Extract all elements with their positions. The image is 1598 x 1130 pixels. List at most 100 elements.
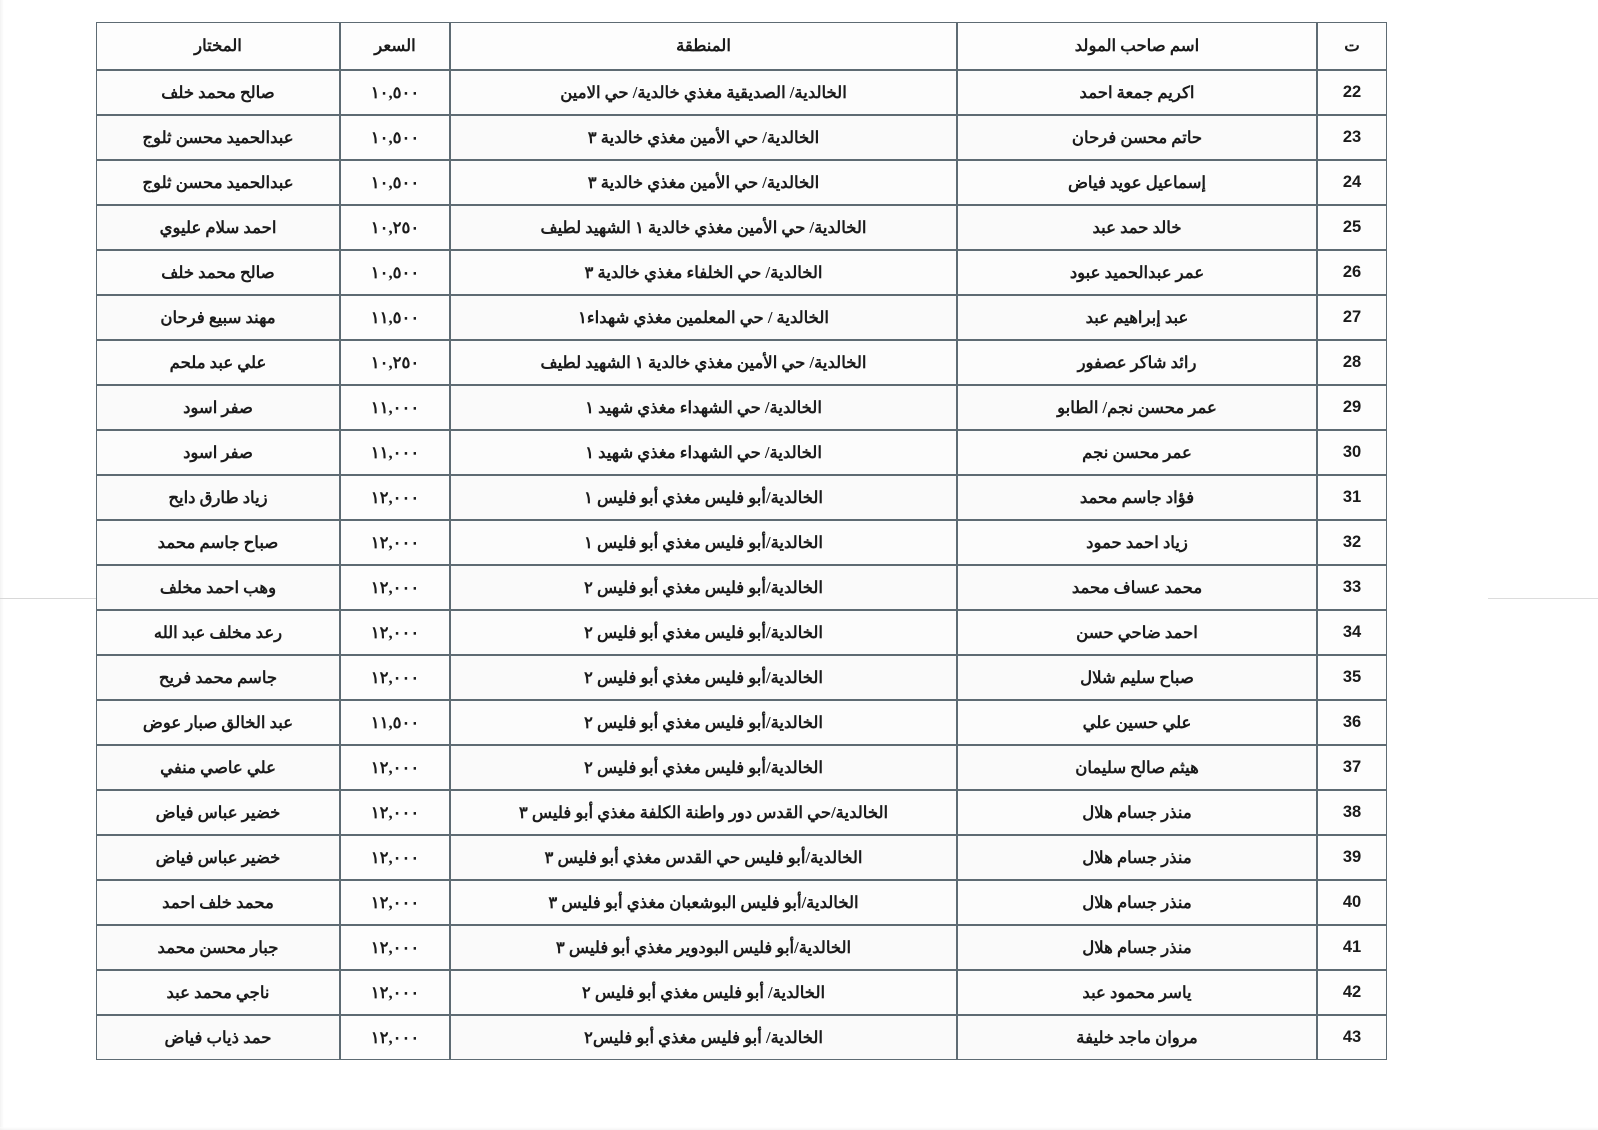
cell-owner-name: زياد احمد حمود	[957, 520, 1317, 565]
cell-region: الخالدية/أبو فليس مغذي أبو فليس ٢	[450, 655, 957, 700]
cell-owner-name: علي حسين علي	[957, 700, 1317, 745]
cell-price: ١٢,٠٠٠	[340, 835, 450, 880]
table-header-row: ت اسم صاحب المولد المنطقة السعر المختار	[96, 22, 1387, 70]
cell-owner-name: عمر محسن نجم/ الطابو	[957, 385, 1317, 430]
scan-edge-bottom	[0, 1127, 1598, 1130]
cell-price: ١٠,٥٠٠	[340, 250, 450, 295]
cell-mukhtar: علي عبد ملحم	[96, 340, 340, 385]
cell-mukhtar: صالح محمد خلف	[96, 250, 340, 295]
cell-region: الخالدية/أبو فليس مغذي أبو فليس ١	[450, 520, 957, 565]
cell-mukhtar: رعد مخلف عبد الله	[96, 610, 340, 655]
cell-mukhtar: عبدالحميد محسن ثلوج	[96, 160, 340, 205]
cell-region: الخالدية / حي المعلمين مغذي شهداء١	[450, 295, 957, 340]
cell-owner-name: رائد شاكر عصفور	[957, 340, 1317, 385]
cell-mukhtar: وهب احمد مخلف	[96, 565, 340, 610]
cell-region: الخالدية/أبو فليس مغذي أبو فليس ٢	[450, 700, 957, 745]
cell-price: ١٢,٠٠٠	[340, 655, 450, 700]
table-row: 30 عمر محسن نجم الخالدية/ حي الشهداء مغذي …	[96, 430, 1387, 475]
cell-owner-name: هيثم صالح سليمان	[957, 745, 1317, 790]
document-sheet: ت اسم صاحب المولد المنطقة السعر المختار …	[96, 22, 1387, 1060]
cell-mukhtar: محمد خلف احمد	[96, 880, 340, 925]
cell-region: الخالدية/ حي الأمين مغذي خالدية ١ الشهيد…	[450, 205, 957, 250]
table-header: ت اسم صاحب المولد المنطقة السعر المختار	[96, 22, 1387, 70]
cell-region: الخالدية/ أبو فليس مغذي أبو فليس ٢	[450, 970, 957, 1015]
cell-owner-name: عبد إبراهيم عبد	[957, 295, 1317, 340]
cell-mukhtar: جبار محسن محمد	[96, 925, 340, 970]
column-header-owner: اسم صاحب المولد	[957, 22, 1317, 70]
cell-index: 33	[1317, 565, 1387, 610]
cell-index: 43	[1317, 1015, 1387, 1060]
cell-mukhtar: خضير عباس فياض	[96, 790, 340, 835]
cell-index: 24	[1317, 160, 1387, 205]
cell-region: الخالدية/أبو فليس مغذي أبو فليس ٢	[450, 565, 957, 610]
cell-owner-name: مروان ماجد خليفة	[957, 1015, 1317, 1060]
cell-price: ١٢,٠٠٠	[340, 520, 450, 565]
cell-index: 36	[1317, 700, 1387, 745]
cell-price: ١٢,٠٠٠	[340, 880, 450, 925]
cell-index: 42	[1317, 970, 1387, 1015]
cell-owner-name: منذر جسام هلال	[957, 790, 1317, 835]
cell-price: ١٠,٥٠٠	[340, 115, 450, 160]
cell-owner-name: منذر جسام هلال	[957, 835, 1317, 880]
cell-price: ١١,٠٠٠	[340, 385, 450, 430]
cell-price: ١٠,٥٠٠	[340, 70, 450, 115]
scan-margin-tick-left	[0, 598, 96, 599]
cell-mukhtar: صالح محمد خلف	[96, 70, 340, 115]
cell-region: الخالدية/أبو فليس حي القدس مغذي أبو فليس…	[450, 835, 957, 880]
cell-index: 31	[1317, 475, 1387, 520]
table-row: 35 صباح سليم شلال الخالدية/أبو فليس مغذي أ…	[96, 655, 1387, 700]
table-row: 40 منذر جسام هلال الخالدية/أبو فليس البوشع…	[96, 880, 1387, 925]
table-row: 29 عمر محسن نجم/ الطابو الخالدية/ حي الشهد…	[96, 385, 1387, 430]
cell-index: 27	[1317, 295, 1387, 340]
table-row: 24 إسماعيل عويد فياض الخالدية/ حي الأمين م…	[96, 160, 1387, 205]
cell-mukhtar: علي عاصي منفي	[96, 745, 340, 790]
cell-region: الخالدية/ الصديقية مغذي خالدية/ حي الامي…	[450, 70, 957, 115]
cell-price: ١٢,٠٠٠	[340, 565, 450, 610]
cell-owner-name: احمد ضاحي حسن	[957, 610, 1317, 655]
table-row: 36 علي حسين علي الخالدية/أبو فليس مغذي أبو…	[96, 700, 1387, 745]
cell-index: 41	[1317, 925, 1387, 970]
cell-price: ١٠,٢٥٠	[340, 205, 450, 250]
cell-region: الخالدية/ حي الخلفاء مغذي خالدية ٣	[450, 250, 957, 295]
table-row: 42 ياسر محمود عبد الخالدية/ أبو فليس مغذي …	[96, 970, 1387, 1015]
cell-region: الخالدية/ حي الشهداء مغذي شهيد ١	[450, 385, 957, 430]
cell-mukhtar: صفر اسود	[96, 385, 340, 430]
cell-index: 39	[1317, 835, 1387, 880]
cell-mukhtar: صفر اسود	[96, 430, 340, 475]
cell-index: 26	[1317, 250, 1387, 295]
cell-owner-name: إسماعيل عويد فياض	[957, 160, 1317, 205]
cell-index: 37	[1317, 745, 1387, 790]
cell-index: 32	[1317, 520, 1387, 565]
cell-index: 38	[1317, 790, 1387, 835]
cell-mukhtar: ناجي محمد عبد	[96, 970, 340, 1015]
cell-index: 23	[1317, 115, 1387, 160]
table-row: 39 منذر جسام هلال الخالدية/أبو فليس حي الق…	[96, 835, 1387, 880]
cell-owner-name: خالد حمد عبد	[957, 205, 1317, 250]
cell-price: ١٢,٠٠٠	[340, 745, 450, 790]
cell-owner-name: منذر جسام هلال	[957, 925, 1317, 970]
table-row: 27 عبد إبراهيم عبد الخالدية / حي المعلمين …	[96, 295, 1387, 340]
cell-owner-name: عمر عبدالحميد عبود	[957, 250, 1317, 295]
generators-price-table: ت اسم صاحب المولد المنطقة السعر المختار …	[96, 22, 1387, 1060]
cell-region: الخالدية/أبو فليس مغذي أبو فليس ١	[450, 475, 957, 520]
table-row: 43 مروان ماجد خليفة الخالدية/ أبو فليس مغذ…	[96, 1015, 1387, 1060]
cell-region: الخالدية/حي القدس دور واطنة الكلفة مغذي …	[450, 790, 957, 835]
cell-price: ١٠,٥٠٠	[340, 160, 450, 205]
cell-owner-name: فؤاد جاسم محمد	[957, 475, 1317, 520]
table-row: 34 احمد ضاحي حسن الخالدية/أبو فليس مغذي أب…	[96, 610, 1387, 655]
table-row: 31 فؤاد جاسم محمد الخالدية/أبو فليس مغذي أ…	[96, 475, 1387, 520]
cell-index: 28	[1317, 340, 1387, 385]
cell-mukhtar: خضير عباس فياض	[96, 835, 340, 880]
column-header-mukhtar: المختار	[96, 22, 340, 70]
table-row: 32 زياد احمد حمود الخالدية/أبو فليس مغذي أ…	[96, 520, 1387, 565]
scan-margin-tick-right	[1488, 598, 1598, 599]
cell-price: ١١,٥٠٠	[340, 700, 450, 745]
table-row: 26 عمر عبدالحميد عبود الخالدية/ حي الخلفاء…	[96, 250, 1387, 295]
table-row: 25 خالد حمد عبد الخالدية/ حي الأمين مغذي خ…	[96, 205, 1387, 250]
cell-owner-name: اكريم جمعة احمد	[957, 70, 1317, 115]
cell-price: ١١,٠٠٠	[340, 430, 450, 475]
cell-owner-name: عمر محسن نجم	[957, 430, 1317, 475]
cell-mukhtar: احمد سلام عليوي	[96, 205, 340, 250]
cell-owner-name: ياسر محمود عبد	[957, 970, 1317, 1015]
cell-mukhtar: مهند سبيع فرحان	[96, 295, 340, 340]
